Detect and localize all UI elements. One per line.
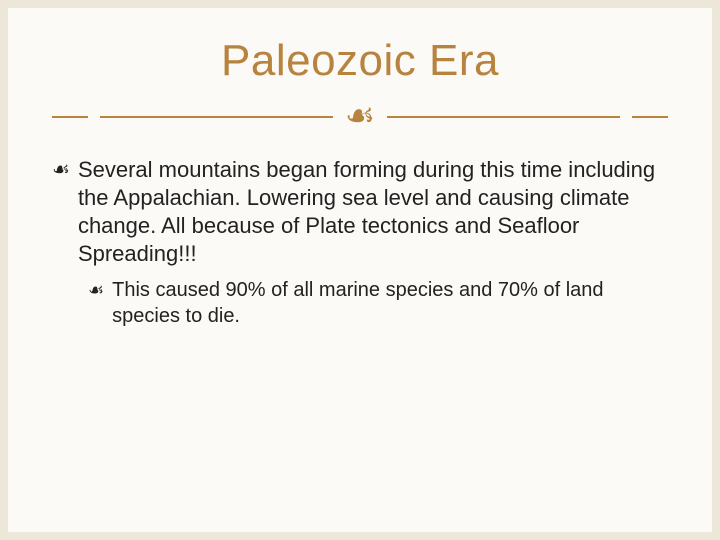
bullet-text: Several mountains began forming during t… [78, 156, 668, 269]
slide-body: ☙ Several mountains began forming during… [52, 156, 668, 329]
list-item: ☙ This caused 90% of all marine species … [88, 277, 668, 329]
bullet-icon: ☙ [88, 277, 104, 329]
title-divider: ☙ [52, 100, 668, 134]
slide-title: Paleozoic Era [52, 36, 668, 86]
flourish-icon: ☙ [345, 100, 375, 134]
divider-line-right [387, 116, 668, 118]
bullet-icon: ☙ [52, 156, 70, 269]
divider-line-left [52, 116, 333, 118]
list-item: ☙ Several mountains began forming during… [52, 156, 668, 269]
slide-panel: Paleozoic Era ☙ ☙ Several mountains bega… [8, 8, 712, 532]
bullet-text: This caused 90% of all marine species an… [112, 277, 668, 329]
